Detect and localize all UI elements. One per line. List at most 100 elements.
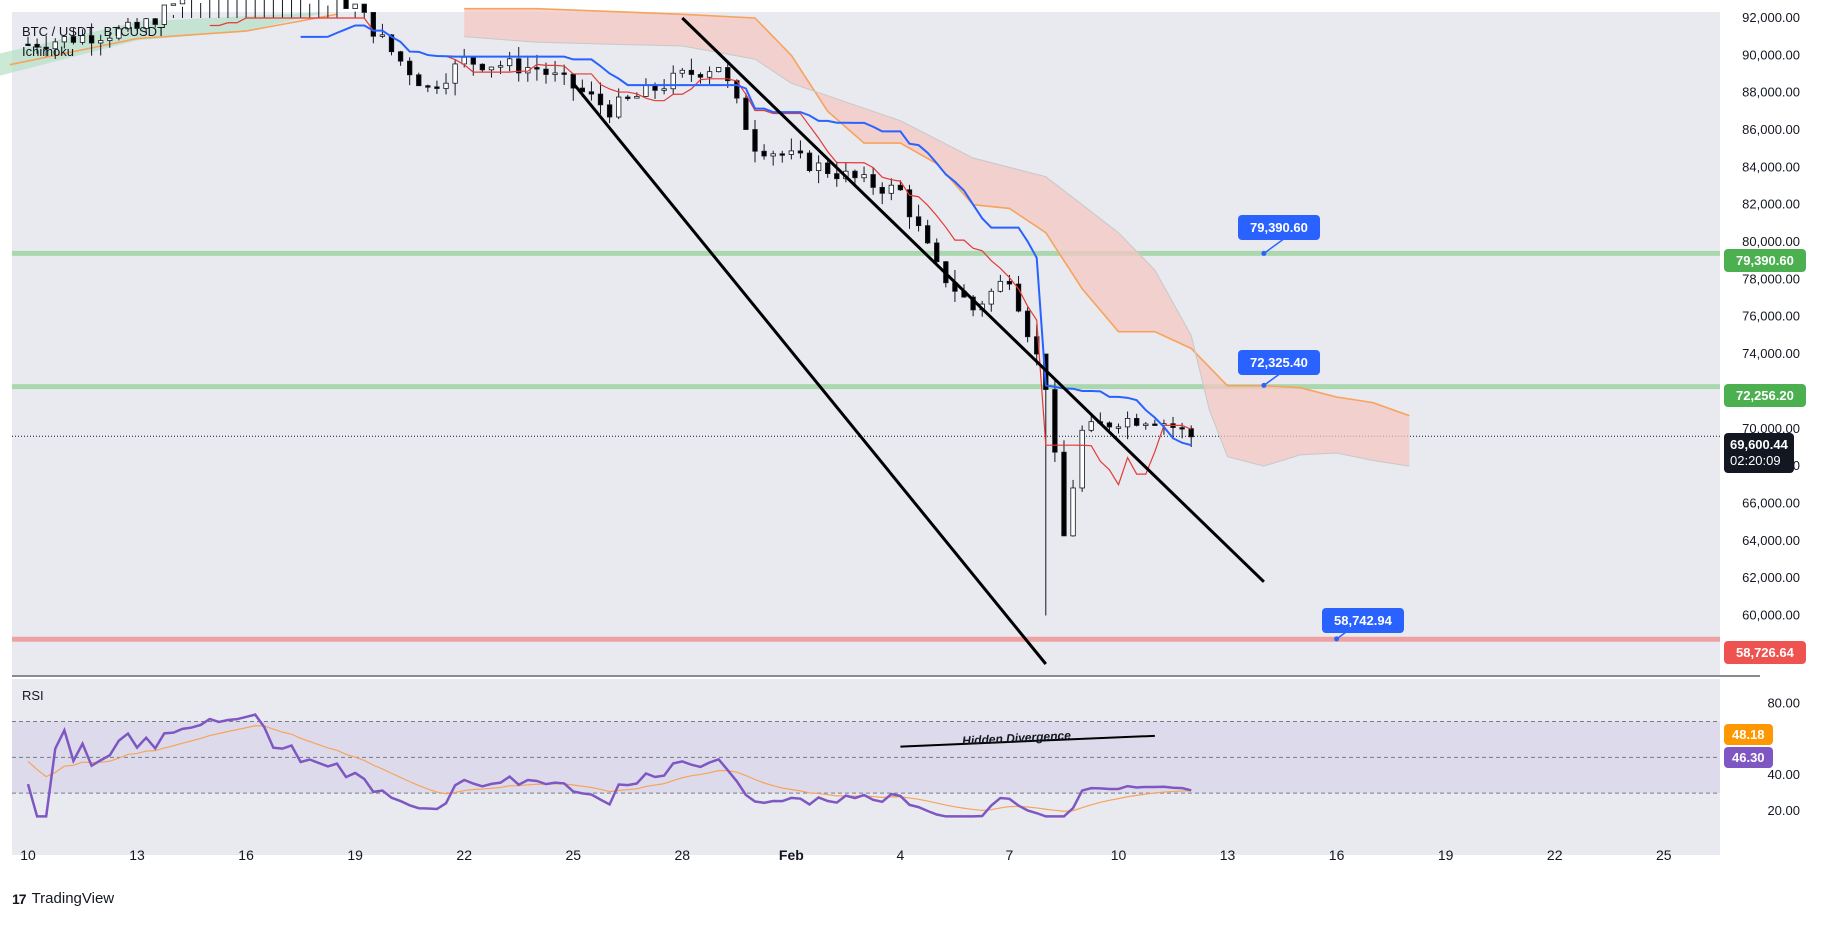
candle	[1188, 428, 1194, 438]
x-tick-label: 25	[1656, 847, 1672, 863]
candle	[479, 63, 486, 71]
x-tick-label: 4	[897, 847, 905, 863]
rsi-pane-bg[interactable]	[12, 679, 1720, 855]
candle	[1152, 423, 1158, 426]
candle	[688, 69, 695, 75]
candle	[61, 36, 67, 43]
candle	[361, 3, 367, 13]
candle	[1143, 423, 1149, 426]
y-tick-label: 92,000.00	[1742, 10, 1800, 25]
candle	[679, 69, 685, 74]
candle	[552, 72, 558, 75]
ichimoku-label[interactable]: Ichimoku	[22, 44, 75, 59]
divergence-label: Hidden Divergence	[962, 728, 1072, 748]
tradingview-logo-icon: 17	[12, 890, 27, 907]
candle	[461, 56, 467, 65]
x-tick-label: 13	[1220, 847, 1236, 863]
callout-58742[interactable]: 58,742.94	[1322, 608, 1404, 633]
candle	[1052, 389, 1058, 453]
candle	[588, 91, 595, 95]
candle	[1015, 283, 1022, 312]
candle	[370, 12, 376, 37]
y-tick-label: 64,000.00	[1742, 533, 1800, 548]
candle	[997, 280, 1004, 292]
callout-anchor-0	[1261, 250, 1267, 256]
candle	[343, 0, 349, 9]
symbol-label[interactable]: BTC / USDT BTCUSDT	[22, 24, 165, 39]
channel-lower-line[interactable]	[572, 82, 1047, 665]
candle	[788, 150, 794, 155]
candle	[88, 35, 95, 44]
candle	[634, 96, 640, 99]
candle-countdown: 02:20:09	[1730, 453, 1781, 468]
candle	[1061, 451, 1067, 537]
y-tick-label: 88,000.00	[1742, 85, 1800, 100]
candle	[761, 150, 767, 157]
candle	[416, 74, 422, 87]
y-tick-label: 60,000.00	[1742, 607, 1800, 622]
senkou-span-b-early	[9, 13, 338, 66]
candle	[1024, 310, 1031, 338]
candle	[52, 41, 58, 50]
tradingview-brand[interactable]: 17 TradingView	[12, 890, 114, 907]
candle	[98, 40, 104, 44]
candle	[915, 216, 922, 227]
candle	[134, 21, 140, 29]
callout-79390[interactable]: 79,390.60	[1238, 215, 1320, 240]
candle	[497, 65, 504, 68]
candle	[125, 21, 131, 30]
candle	[897, 184, 904, 191]
candle	[906, 189, 913, 218]
y-tick-label: 78,000.00	[1742, 271, 1800, 286]
candle	[379, 34, 386, 37]
candle	[716, 67, 722, 73]
x-tick-label: 16	[1329, 847, 1345, 863]
y-tick-label: 62,000.00	[1742, 570, 1800, 585]
candle	[143, 18, 149, 29]
candle	[161, 4, 167, 25]
candle	[815, 162, 822, 171]
divergence-line[interactable]	[900, 734, 1155, 748]
rsi-line	[26, 713, 1192, 818]
x-tick-label: 22	[456, 847, 472, 863]
rsi-ma-tag: 48.18	[1724, 724, 1773, 745]
y-tick-label: 86,000.00	[1742, 122, 1800, 137]
candle	[879, 186, 885, 194]
callout-72325[interactable]: 72,325.40	[1238, 350, 1320, 375]
candle	[407, 60, 413, 76]
y-tick-label: 82,000.00	[1742, 197, 1800, 212]
x-tick-label: 19	[347, 847, 363, 863]
callout-anchor-1	[1261, 382, 1267, 388]
x-tick-label: 10	[20, 847, 36, 863]
candle	[770, 153, 776, 157]
candle	[825, 162, 831, 175]
candle	[388, 34, 395, 53]
y-tick-label: 70,000.00	[1742, 421, 1800, 436]
candle	[352, 3, 358, 9]
y-tick-label: 66,000.00	[1742, 495, 1800, 510]
candle	[1106, 422, 1113, 428]
rsi-label[interactable]: RSI	[22, 688, 44, 703]
y-tick-label: 76,000.00	[1742, 309, 1800, 324]
candle	[861, 174, 867, 179]
candle	[1124, 418, 1131, 428]
candle	[661, 88, 667, 91]
channel-upper-line[interactable]	[681, 16, 1265, 583]
senkou-span-b	[464, 7, 1410, 417]
candle	[43, 46, 49, 50]
candle	[170, 3, 177, 6]
candle	[470, 56, 476, 65]
candle	[670, 72, 676, 90]
x-tick-label: 16	[238, 847, 254, 863]
candle	[625, 96, 631, 99]
candle	[1179, 427, 1185, 430]
candle	[25, 43, 31, 47]
candle	[988, 290, 994, 305]
candle	[1070, 487, 1076, 537]
candle	[806, 152, 813, 171]
x-tick-label: 13	[129, 847, 145, 863]
x-tick-label: 25	[565, 847, 581, 863]
y-tick-label: 84,000.00	[1742, 159, 1800, 174]
